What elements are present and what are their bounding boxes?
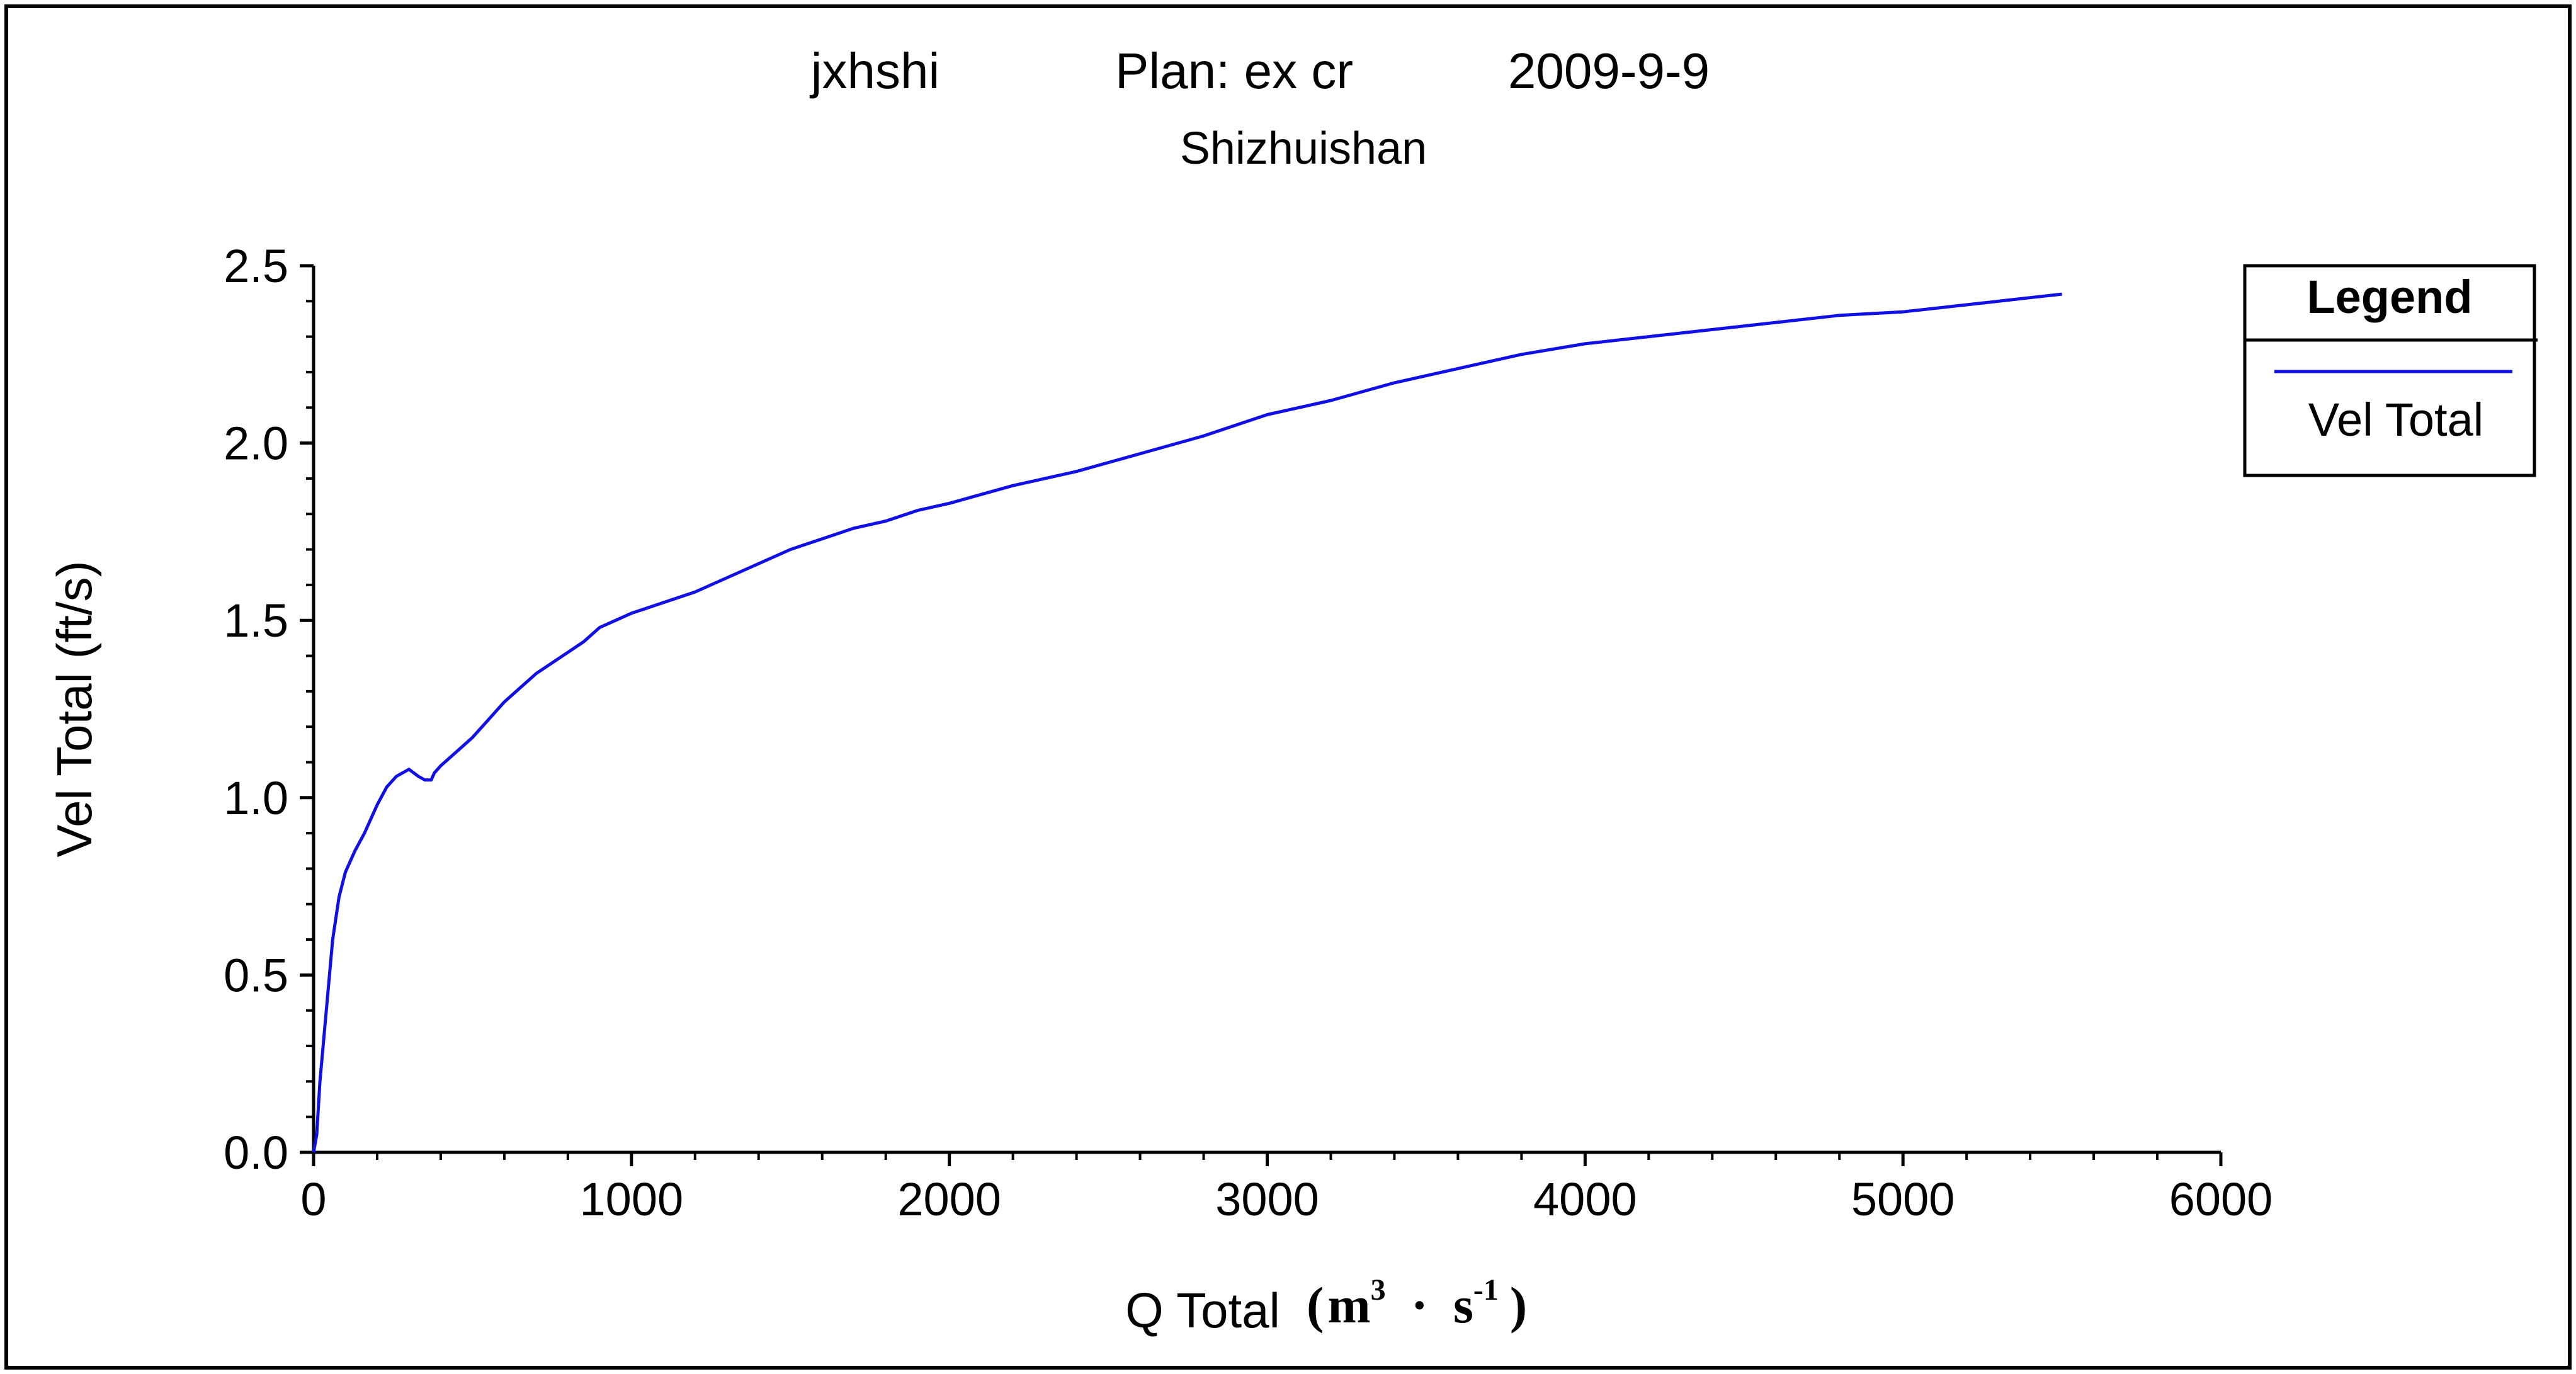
legend-title: Legend [2306, 271, 2472, 323]
x-tick-label-4000: 4000 [1533, 1173, 1637, 1225]
x-unit-s-exponent: -1 [1473, 1273, 1499, 1307]
x-tick-label-5000: 5000 [1851, 1173, 1955, 1225]
y-tick-label-2.5: 2.5 [224, 240, 288, 292]
x-tick-label-6000: 6000 [2169, 1173, 2273, 1225]
x-ticks [312, 1152, 2223, 1166]
x-unit-open-paren: ( [1307, 1276, 1324, 1334]
x-tick-label-1000: 1000 [580, 1173, 684, 1225]
y-axis-label: Vel Total (ft/s) [47, 560, 102, 857]
y-tick-label-2.0: 2.0 [224, 417, 288, 470]
legend: Legend Vel Total [2243, 264, 2538, 477]
y-ticks [300, 264, 314, 1154]
x-tick-label-3000: 3000 [1215, 1173, 1319, 1225]
outer-frame [4, 4, 2572, 1370]
x-unit-m-exponent: 3 [1371, 1273, 1386, 1307]
chart-subtitle: Shizhuishan [1180, 123, 1427, 174]
chart-title-date: 2009-9-9 [1508, 43, 1710, 99]
x-unit-m: m [1327, 1276, 1370, 1334]
x-tick-label-2000: 2000 [897, 1173, 1001, 1225]
x-unit-s: s [1453, 1276, 1473, 1334]
x-axis-unit: (m3 · s-1) [1307, 1273, 1527, 1334]
x-axis-label: Q Total (m3 · s-1) [1125, 1273, 1527, 1338]
x-unit-dot: · [1411, 1276, 1428, 1334]
x-tick-labels: 0 1000 2000 3000 4000 5000 6000 [300, 1173, 2272, 1225]
y-tick-label-0.5: 0.5 [224, 949, 288, 1001]
y-tick-label-0.0: 0.0 [224, 1127, 288, 1179]
chart-title-dataset: jxhshi [810, 43, 940, 99]
y-tick-label-1.0: 1.0 [224, 772, 288, 824]
x-axis-label-text: Q Total [1125, 1283, 1280, 1338]
y-tick-label-1.5: 1.5 [224, 594, 288, 647]
legend-entry-vel-total: Vel Total [2308, 394, 2483, 446]
y-tick-labels: 0.0 0.5 1.0 1.5 2.0 2.5 [224, 240, 288, 1179]
x-unit-close-paren: ) [1510, 1276, 1527, 1334]
x-tick-label-0: 0 [300, 1173, 326, 1225]
chart-title-plan: Plan: ex cr [1115, 43, 1353, 99]
series-line-vel-total [312, 292, 2062, 1153]
